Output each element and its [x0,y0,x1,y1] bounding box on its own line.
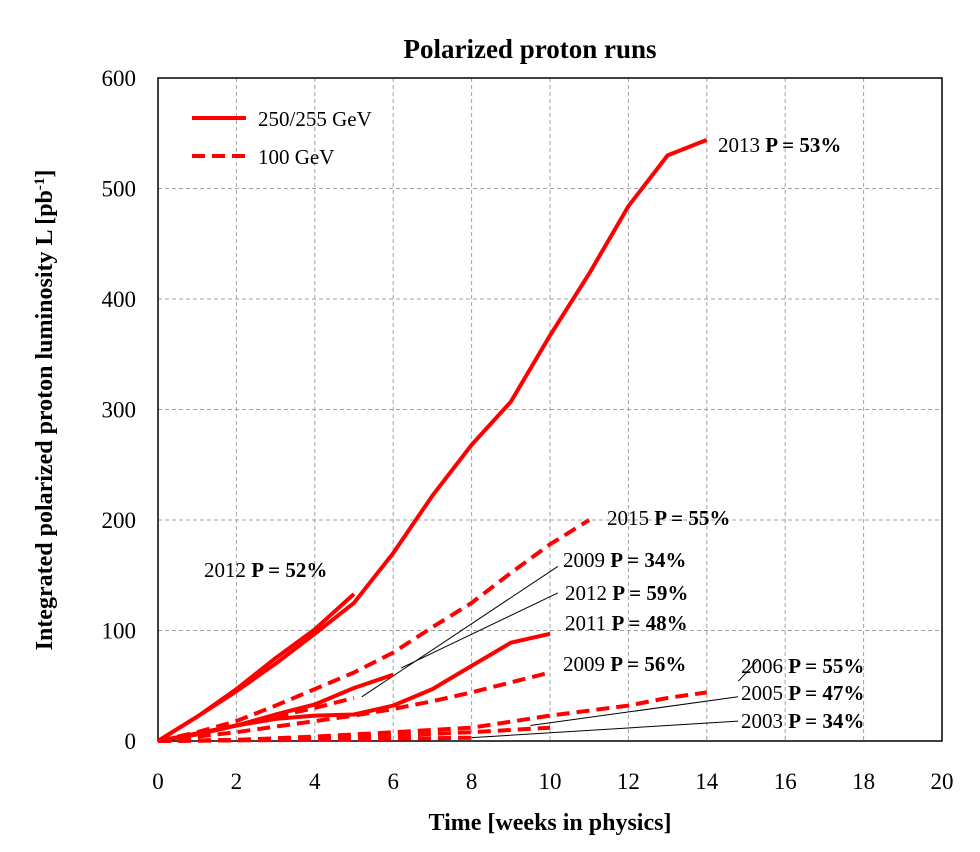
x-tick-label: 2 [231,769,243,794]
annotation-year: 2005 [741,681,788,705]
y-tick-label: 600 [102,66,137,91]
annotation-2009-run: 2009 P = 56% [563,652,686,676]
series-line-2003-dashed [157,735,472,743]
leader-line [530,696,739,727]
annotation-polarization: P = 52% [251,558,327,582]
annotation-year: 2009 [563,548,610,572]
annotation-year: 2006 [741,654,788,678]
leader-line [737,659,759,682]
annotation-2012-run: 2012 P = 59% [565,581,688,605]
x-tick-label: 16 [774,769,797,794]
annotation-polarization: P = 56% [610,652,686,676]
series-line-2012-solid [156,592,356,743]
legend-label-100-gev: 100 GeV [258,145,334,169]
gridlines [158,78,942,741]
x-axis-label: Time [weeks in physics] [429,810,672,836]
annotation-year: 2013 [718,133,765,157]
y-axis-label-main: Integrated polarized proton luminosity L… [32,190,58,650]
leader-line [471,720,739,739]
annotation-polarization: P = 34% [610,548,686,572]
leader-line [361,565,559,698]
plot-frame [157,77,943,742]
annotation-polarization: P = 55% [654,506,730,530]
y-tick-labels: 0 100 200 300 400 500 600 [102,66,137,754]
annotation-year: 2015 [607,506,654,530]
run-annotations: 2013 P = 53% 2015 P = 55% 2012 P = 52% 2009… [204,133,864,733]
annotation-2006-run: 2006 P = 55% [741,654,864,678]
annotation-year: 2009 [563,652,610,676]
annotation-year: 2003 [741,709,788,733]
annotation-polarization: P = 34% [788,709,864,733]
annotation-polarization: P = 53% [765,133,841,157]
y-tick-label: 0 [125,729,137,754]
annotation-2013-run: 2013 P = 53% [718,133,841,157]
y-tick-label: 100 [102,619,137,644]
annotation-polarization: P = 55% [788,654,864,678]
annotation-polarization: P = 59% [612,581,688,605]
legend-label-250-255-gev: 250/255 GeV [258,107,372,131]
x-tick-label: 4 [309,769,321,794]
y-tick-label: 200 [102,508,137,533]
annotation-year: 2012 [204,558,251,582]
annotation-2011-run: 2011 P = 48% [565,611,688,635]
annotation-leader-lines [361,565,759,739]
series-line-2013-solid [156,138,708,743]
y-tick-label: 500 [102,177,137,202]
x-tick-label: 8 [466,769,478,794]
legend: 250/255 GeV 100 GeV [192,107,372,169]
x-tick-label: 10 [539,769,562,794]
x-tick-label: 6 [387,769,399,794]
annotation-polarization: P = 47% [788,681,864,705]
annotation-polarization: P = 48% [611,611,687,635]
series-line-2011-solid [157,631,551,743]
series-line-2009-dashed [157,670,551,743]
y-axis-label: Integrated polarized proton luminosity L… [32,170,58,651]
x-tick-label: 0 [152,769,164,794]
series-line-2015-dashed [157,518,591,743]
x-tick-label: 12 [617,769,640,794]
leader-line [400,592,559,669]
series-lines [156,138,708,743]
y-axis-label-sup: -1 [32,178,48,191]
annotation-2012-run: 2012 P = 52% [204,558,327,582]
x-tick-labels: 0 2 4 6 8 10 12 14 16 18 20 [152,769,953,794]
y-tick-label: 300 [102,398,137,423]
x-tick-label: 14 [695,769,719,794]
x-tick-label: 20 [931,769,954,794]
annotation-year: 2011 [565,611,611,635]
annotation-year: 2012 [565,581,612,605]
y-tick-label: 400 [102,287,137,312]
y-axis-label-end: ] [32,170,58,178]
annotation-2005-run: 2005 P = 47% [741,681,864,705]
annotation-2015-run: 2015 P = 55% [607,506,730,530]
x-tick-label: 18 [852,769,875,794]
series-line-2006-dashed [157,690,708,743]
chart-title: Polarized proton runs [403,34,656,64]
annotation-2003-run: 2003 P = 34% [741,709,864,733]
series-line-2009-solid [157,672,394,743]
annotation-2009-run: 2009 P = 34% [563,548,686,572]
